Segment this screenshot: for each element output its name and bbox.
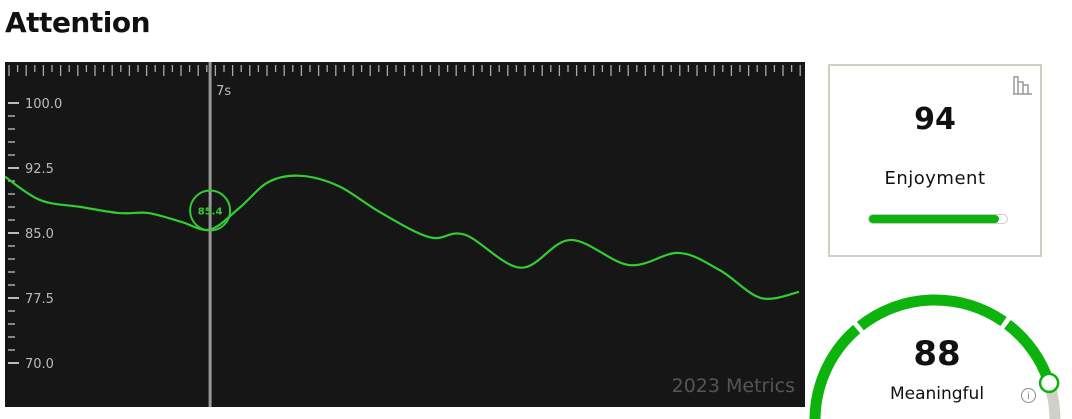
info-icon[interactable]: i	[1021, 388, 1036, 403]
gauge-segment	[1004, 319, 1055, 385]
watermark: 2023 Metrics	[672, 375, 795, 397]
page-title: Attention	[5, 6, 151, 39]
enjoyment-value: 94	[914, 102, 956, 137]
y-tick-label: 70.0	[25, 357, 54, 372]
y-tick-label: 85.0	[25, 227, 54, 242]
y-tick-label: 100.0	[25, 97, 62, 112]
enjoyment-progress-fill	[869, 215, 999, 223]
gauge-segment	[809, 324, 861, 419]
enjoyment-label: Enjoyment	[884, 168, 986, 189]
y-tick-label: 92.5	[25, 162, 54, 177]
cursor-time-label: 7s	[216, 84, 231, 99]
enjoyment-card: 94 Enjoyment	[828, 64, 1042, 257]
gauge-marker	[1038, 372, 1060, 394]
enjoyment-progress-bar	[868, 214, 1008, 224]
attention-line	[5, 174, 800, 300]
meaningful-gauge	[809, 294, 1061, 419]
meaningful-value: 88	[913, 334, 961, 374]
cursor-value-label: 85.4	[198, 207, 223, 218]
bar-chart-icon[interactable]	[1012, 74, 1034, 96]
attention-chart[interactable]: 100.0 92.5 85.0 77.5 70.0 7s 85.4 2023 Metrics	[5, 62, 805, 407]
gauge-segment	[856, 294, 1007, 331]
cursor-value-ring	[189, 189, 232, 232]
y-tick-label: 77.5	[25, 292, 54, 307]
meaningful-label: Meaningful	[889, 384, 985, 404]
